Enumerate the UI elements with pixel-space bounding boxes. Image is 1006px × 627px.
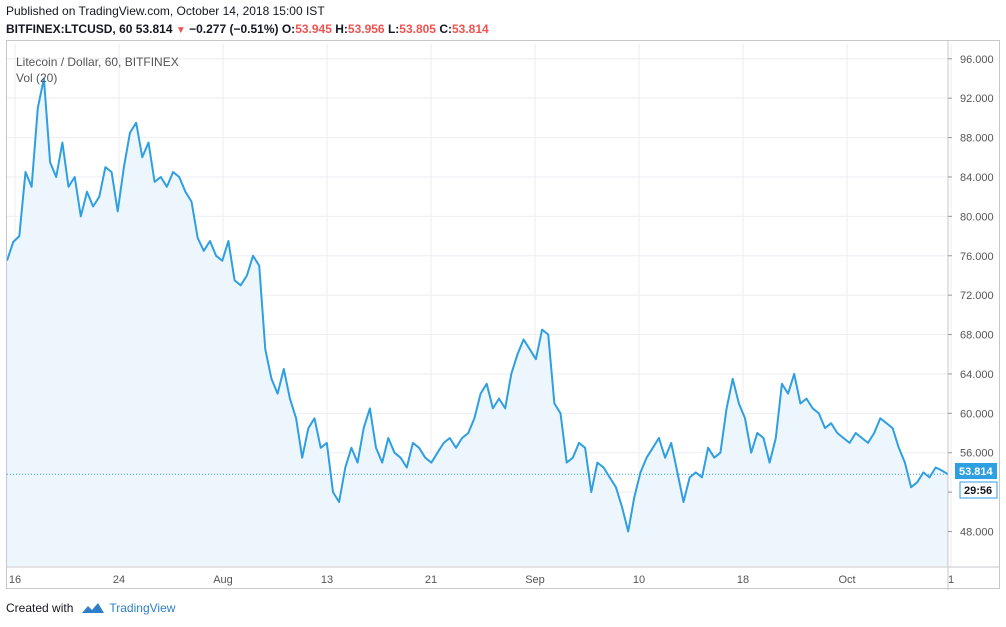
open-value: 53.945 bbox=[295, 22, 332, 36]
down-arrow-icon: ▼ bbox=[175, 25, 186, 36]
x-tick-label: 1 bbox=[948, 574, 954, 586]
y-tick-label: 80.000 bbox=[960, 211, 994, 223]
high-label: H: bbox=[335, 22, 348, 36]
y-tick-label: 56.000 bbox=[960, 448, 994, 460]
y-tick-label: 72.000 bbox=[960, 290, 994, 302]
published-caption: Published on TradingView.com, October 14… bbox=[6, 4, 325, 18]
countdown-badge: 29:56 bbox=[959, 481, 998, 499]
created-with-label: Created with bbox=[6, 601, 74, 615]
volume-legend: Vol (20) bbox=[16, 71, 57, 85]
chart-frame bbox=[6, 40, 1000, 589]
last-price: 53.814 bbox=[135, 22, 173, 36]
x-tick-label: 18 bbox=[737, 574, 749, 586]
x-tick-label: Sep bbox=[525, 574, 545, 586]
tradingview-logo-icon bbox=[82, 603, 105, 613]
x-tick-label: Oct bbox=[838, 574, 855, 586]
ohlc-bar: BITFINEX:LTCUSD, 60 53.814 ▼ −0.277 (−0.… bbox=[6, 22, 489, 36]
y-tick-label: 76.000 bbox=[960, 251, 994, 263]
svg-text:53.814: 53.814 bbox=[959, 466, 994, 478]
y-tick-label: 88.000 bbox=[960, 133, 994, 145]
y-tick-label: 64.000 bbox=[960, 369, 994, 381]
y-tick-label: 60.000 bbox=[960, 408, 994, 420]
footer: Created with TradingView bbox=[6, 601, 175, 615]
y-tick-label: 68.000 bbox=[960, 330, 994, 342]
svg-text:29:56: 29:56 bbox=[964, 485, 992, 497]
x-tick-label: Aug bbox=[213, 574, 233, 586]
x-tick-label: 24 bbox=[113, 574, 125, 586]
price-change: −0.277 (−0.51%) bbox=[189, 22, 279, 36]
x-tick-label: 13 bbox=[321, 574, 333, 586]
y-tick-label: 92.000 bbox=[960, 93, 994, 105]
close-label: C: bbox=[439, 22, 452, 36]
chart-legend-title: Litecoin / Dollar, 60, BITFINEX bbox=[16, 55, 179, 69]
y-tick-label: 48.000 bbox=[960, 527, 994, 539]
y-tick-label: 96.000 bbox=[960, 54, 994, 66]
low-label: L: bbox=[387, 22, 400, 36]
open-label: O: bbox=[281, 22, 296, 36]
price-chart[interactable]: 96.000 92.000 88.000 84.000 80.000 76.000 72.0… bbox=[0, 0, 1006, 600]
close-value: 53.814 bbox=[452, 22, 489, 36]
price-area-fill bbox=[7, 78, 948, 566]
time-axis: 16 24 Aug 13 21 Sep 10 18 Oct 1 bbox=[6, 566, 999, 586]
last-price-badge: 53.814 bbox=[955, 463, 997, 479]
price-axis: 96.000 92.000 88.000 84.000 80.000 76.000 72.0… bbox=[947, 40, 994, 590]
x-tick-label: 16 bbox=[9, 574, 21, 586]
low-value: 53.805 bbox=[399, 22, 436, 36]
x-tick-label: 10 bbox=[633, 574, 645, 586]
high-value: 53.956 bbox=[347, 22, 385, 36]
symbol-label[interactable]: BITFINEX:LTCUSD, 60 bbox=[6, 22, 133, 36]
price-line bbox=[6, 77, 949, 533]
tradingview-link[interactable]: TradingView bbox=[109, 601, 176, 615]
y-tick-label: 84.000 bbox=[960, 172, 994, 184]
x-tick-label: 21 bbox=[425, 574, 437, 586]
